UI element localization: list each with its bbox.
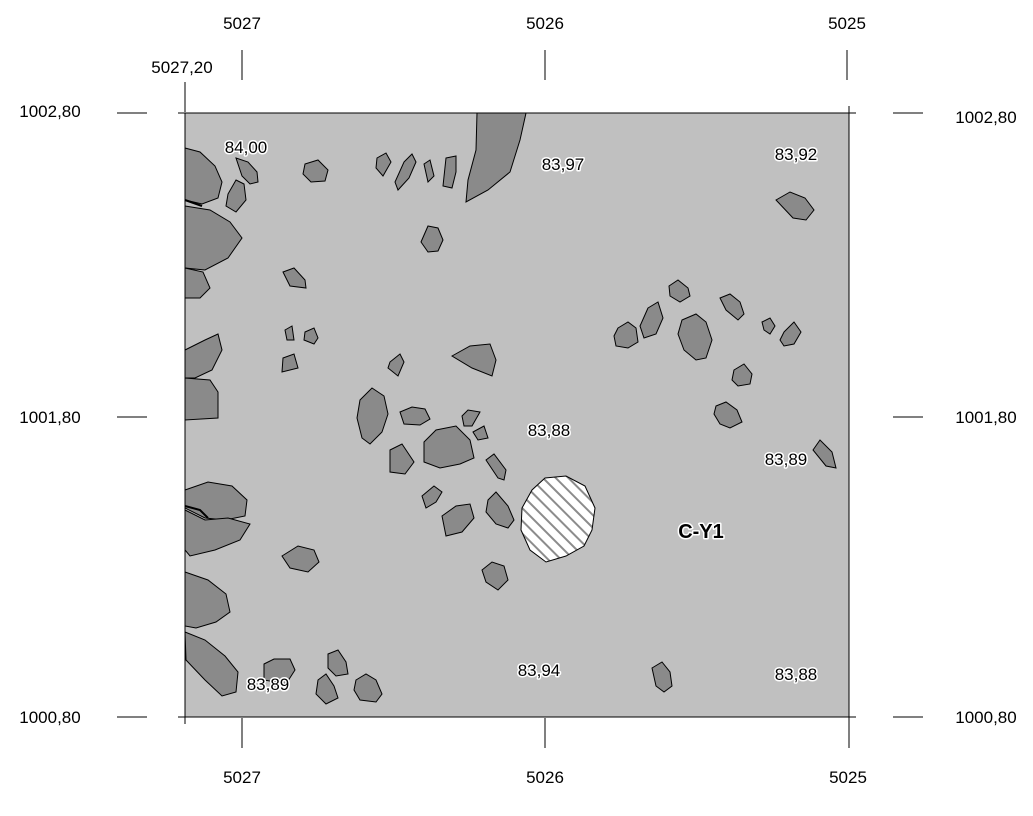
stone [472, 425, 489, 441]
stone [263, 658, 296, 685]
y-label-left: 1002,80 [19, 102, 80, 121]
stone [303, 327, 319, 345]
elevation-label: 83,88 [528, 421, 571, 440]
stone [184, 267, 211, 299]
stone [184, 631, 239, 697]
stone [481, 561, 509, 591]
elevation-label: 83,92 [775, 145, 818, 164]
stone [302, 159, 329, 183]
elevation-label: 83,97 [542, 155, 585, 174]
stone [812, 439, 837, 469]
stone [235, 157, 259, 185]
stone [281, 545, 320, 573]
stone [327, 649, 349, 677]
elevation-label: 83,88 [775, 665, 818, 684]
stone [441, 503, 475, 537]
grid-ticks [117, 50, 923, 748]
elevation-label: 83,94 [518, 661, 561, 680]
stone [461, 409, 481, 427]
stone [423, 159, 435, 183]
stone [184, 509, 251, 557]
stone [677, 313, 713, 361]
stone [284, 325, 295, 341]
excavation-square [184, 112, 850, 718]
stone [719, 293, 745, 321]
stone [282, 267, 307, 289]
stone [387, 353, 405, 377]
x-label-bottom: 5027 [223, 768, 261, 787]
stone [713, 401, 743, 429]
elevation-label: 83,89 [247, 675, 290, 694]
y-label-left: 1000,80 [19, 708, 80, 727]
x-label-bottom: 5025 [829, 768, 867, 787]
stone [465, 112, 527, 203]
elevation-label: 84,00 [225, 138, 268, 157]
stone [421, 485, 443, 509]
stones-layer [184, 112, 837, 705]
stone [485, 453, 507, 481]
stone [389, 443, 415, 475]
elevation-label: 83,89 [765, 450, 808, 469]
stone [184, 571, 231, 629]
stone [420, 225, 444, 253]
stone [442, 155, 457, 189]
stone [353, 673, 383, 703]
pit-feature [520, 475, 596, 563]
stone [315, 673, 339, 705]
stone [394, 153, 417, 191]
stone [639, 301, 664, 339]
stone [485, 491, 515, 529]
stone [356, 387, 389, 445]
stone [779, 321, 802, 347]
x-label-top: 5027 [223, 14, 261, 33]
stone [775, 191, 815, 221]
stone [651, 661, 673, 693]
stone [399, 406, 431, 426]
stone [613, 321, 639, 349]
stone [225, 179, 247, 213]
y-label-right: 1000,80 [955, 708, 1016, 727]
feature-label: C-Y1 [678, 521, 724, 543]
stone [451, 343, 497, 377]
stone [731, 363, 753, 387]
y-label-left: 1001,80 [19, 408, 80, 427]
stone [761, 317, 776, 335]
stone-outline [184, 505, 209, 519]
stone [668, 279, 691, 303]
x-label-top: 5026 [526, 14, 564, 33]
stone [423, 425, 475, 469]
x-label-top: 5025 [828, 14, 866, 33]
stone [281, 353, 299, 373]
x-label-bottom: 5026 [526, 768, 564, 787]
y-label-right: 1001,80 [955, 408, 1016, 427]
stone [184, 377, 219, 421]
stone-outline [184, 199, 203, 207]
y-label-right: 1002,80 [955, 108, 1016, 127]
x-label-corner: 5027,20 [151, 58, 212, 77]
stone [375, 152, 392, 177]
